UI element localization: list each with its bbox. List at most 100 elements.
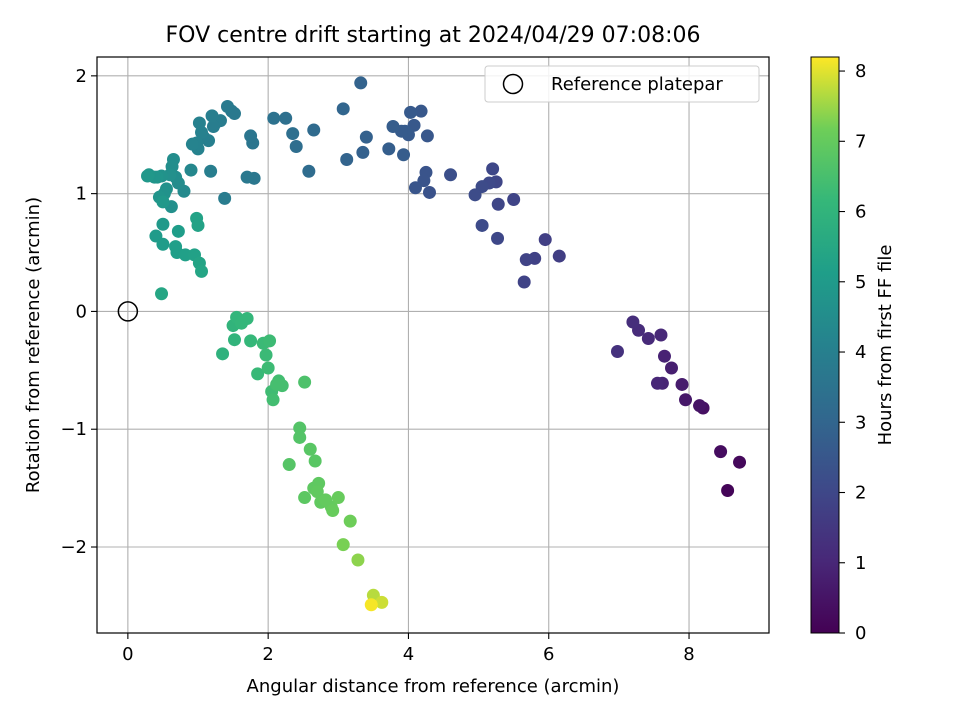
data-point xyxy=(310,485,324,499)
data-point xyxy=(191,218,205,232)
data-point xyxy=(610,344,624,358)
data-point xyxy=(408,181,422,195)
colorbar-tick-label: 8 xyxy=(855,61,866,82)
data-point xyxy=(359,130,373,144)
data-point xyxy=(336,102,350,116)
colorbar-tick-label: 4 xyxy=(855,342,866,363)
data-point xyxy=(382,142,396,156)
x-axis-label: Angular distance from reference (arcmin) xyxy=(247,676,620,697)
data-point xyxy=(733,455,747,469)
chart-title: FOV centre drift starting at 2024/04/29 … xyxy=(166,23,701,48)
data-point xyxy=(657,349,671,363)
data-point xyxy=(420,129,434,143)
data-point xyxy=(641,332,655,346)
data-point xyxy=(267,111,281,125)
data-point xyxy=(195,264,209,278)
data-point xyxy=(279,111,293,125)
data-point xyxy=(303,442,317,456)
y-tick-label: 0 xyxy=(76,301,87,322)
data-point xyxy=(626,315,640,329)
data-points xyxy=(141,76,747,612)
data-point xyxy=(184,163,198,177)
data-point xyxy=(263,334,277,348)
colorbar-tick-label: 3 xyxy=(855,412,866,433)
y-tick-label: −2 xyxy=(60,537,87,558)
data-point xyxy=(364,598,378,612)
data-point xyxy=(192,116,206,130)
data-point xyxy=(351,553,365,567)
x-axis-ticks: 0 2 4 6 8 xyxy=(122,633,695,665)
data-point xyxy=(178,248,192,262)
data-point xyxy=(169,240,183,254)
data-point xyxy=(468,188,482,202)
data-point xyxy=(326,503,340,517)
data-point xyxy=(270,377,284,391)
data-point xyxy=(205,109,219,123)
colorbar-label: Hours from first FF file xyxy=(875,245,896,446)
colorbar-gradient xyxy=(810,56,840,634)
data-point xyxy=(308,454,322,468)
data-point xyxy=(251,367,265,381)
data-point xyxy=(156,237,170,251)
data-point xyxy=(444,168,458,182)
data-point xyxy=(650,376,664,390)
legend-label: Reference platepar xyxy=(551,74,723,95)
data-point xyxy=(354,76,368,90)
data-point xyxy=(679,393,693,407)
data-point xyxy=(286,127,300,141)
data-point xyxy=(298,491,312,505)
data-point xyxy=(693,399,707,413)
data-point xyxy=(714,445,728,459)
data-point xyxy=(156,217,170,231)
data-point xyxy=(293,430,307,444)
data-point xyxy=(519,253,533,267)
data-point xyxy=(259,348,273,362)
data-point xyxy=(220,99,234,113)
data-point xyxy=(266,393,280,407)
y-tick-label: 1 xyxy=(76,184,87,205)
colorbar-tick-label: 7 xyxy=(855,131,866,152)
data-point xyxy=(422,185,436,199)
data-point xyxy=(675,377,689,391)
data-point xyxy=(507,193,521,207)
colorbar-ticks: 0 1 2 3 4 5 6 7 8 xyxy=(839,61,866,644)
data-point xyxy=(289,140,303,154)
x-tick-label: 8 xyxy=(683,644,694,665)
data-point xyxy=(282,458,296,472)
data-point xyxy=(486,162,500,176)
data-point xyxy=(261,361,275,375)
data-point xyxy=(141,169,155,183)
data-point xyxy=(171,224,185,238)
legend-marker-icon xyxy=(502,73,524,95)
data-point xyxy=(404,105,418,119)
data-point xyxy=(414,104,428,118)
data-point xyxy=(307,123,321,137)
data-point xyxy=(386,119,400,133)
y-axis-ticks: −2 −1 0 1 2 xyxy=(60,66,97,558)
data-point xyxy=(156,195,170,209)
x-tick-label: 4 xyxy=(403,644,414,665)
colorbar: 0 1 2 3 4 5 6 7 8 Hours from first FF file xyxy=(810,56,896,644)
data-point xyxy=(206,119,220,133)
data-point xyxy=(552,249,566,263)
data-point xyxy=(343,514,357,528)
reference-platepar-marker xyxy=(117,301,139,322)
legend: Reference platepar xyxy=(484,65,760,103)
data-point xyxy=(244,334,258,348)
data-point xyxy=(517,275,531,289)
data-point xyxy=(298,375,312,389)
data-point xyxy=(227,333,241,347)
data-point xyxy=(185,137,199,151)
data-point xyxy=(302,164,316,178)
colorbar-tick-label: 5 xyxy=(855,272,866,293)
colorbar-tick-label: 2 xyxy=(855,483,866,504)
plot-frame xyxy=(96,56,770,634)
data-point xyxy=(218,191,232,205)
data-point xyxy=(491,231,505,245)
data-point xyxy=(475,218,489,232)
data-point xyxy=(155,287,169,301)
x-tick-label: 0 xyxy=(122,644,133,665)
y-axis-label: Rotation from reference (arcmin) xyxy=(23,197,44,493)
data-point xyxy=(336,538,350,552)
